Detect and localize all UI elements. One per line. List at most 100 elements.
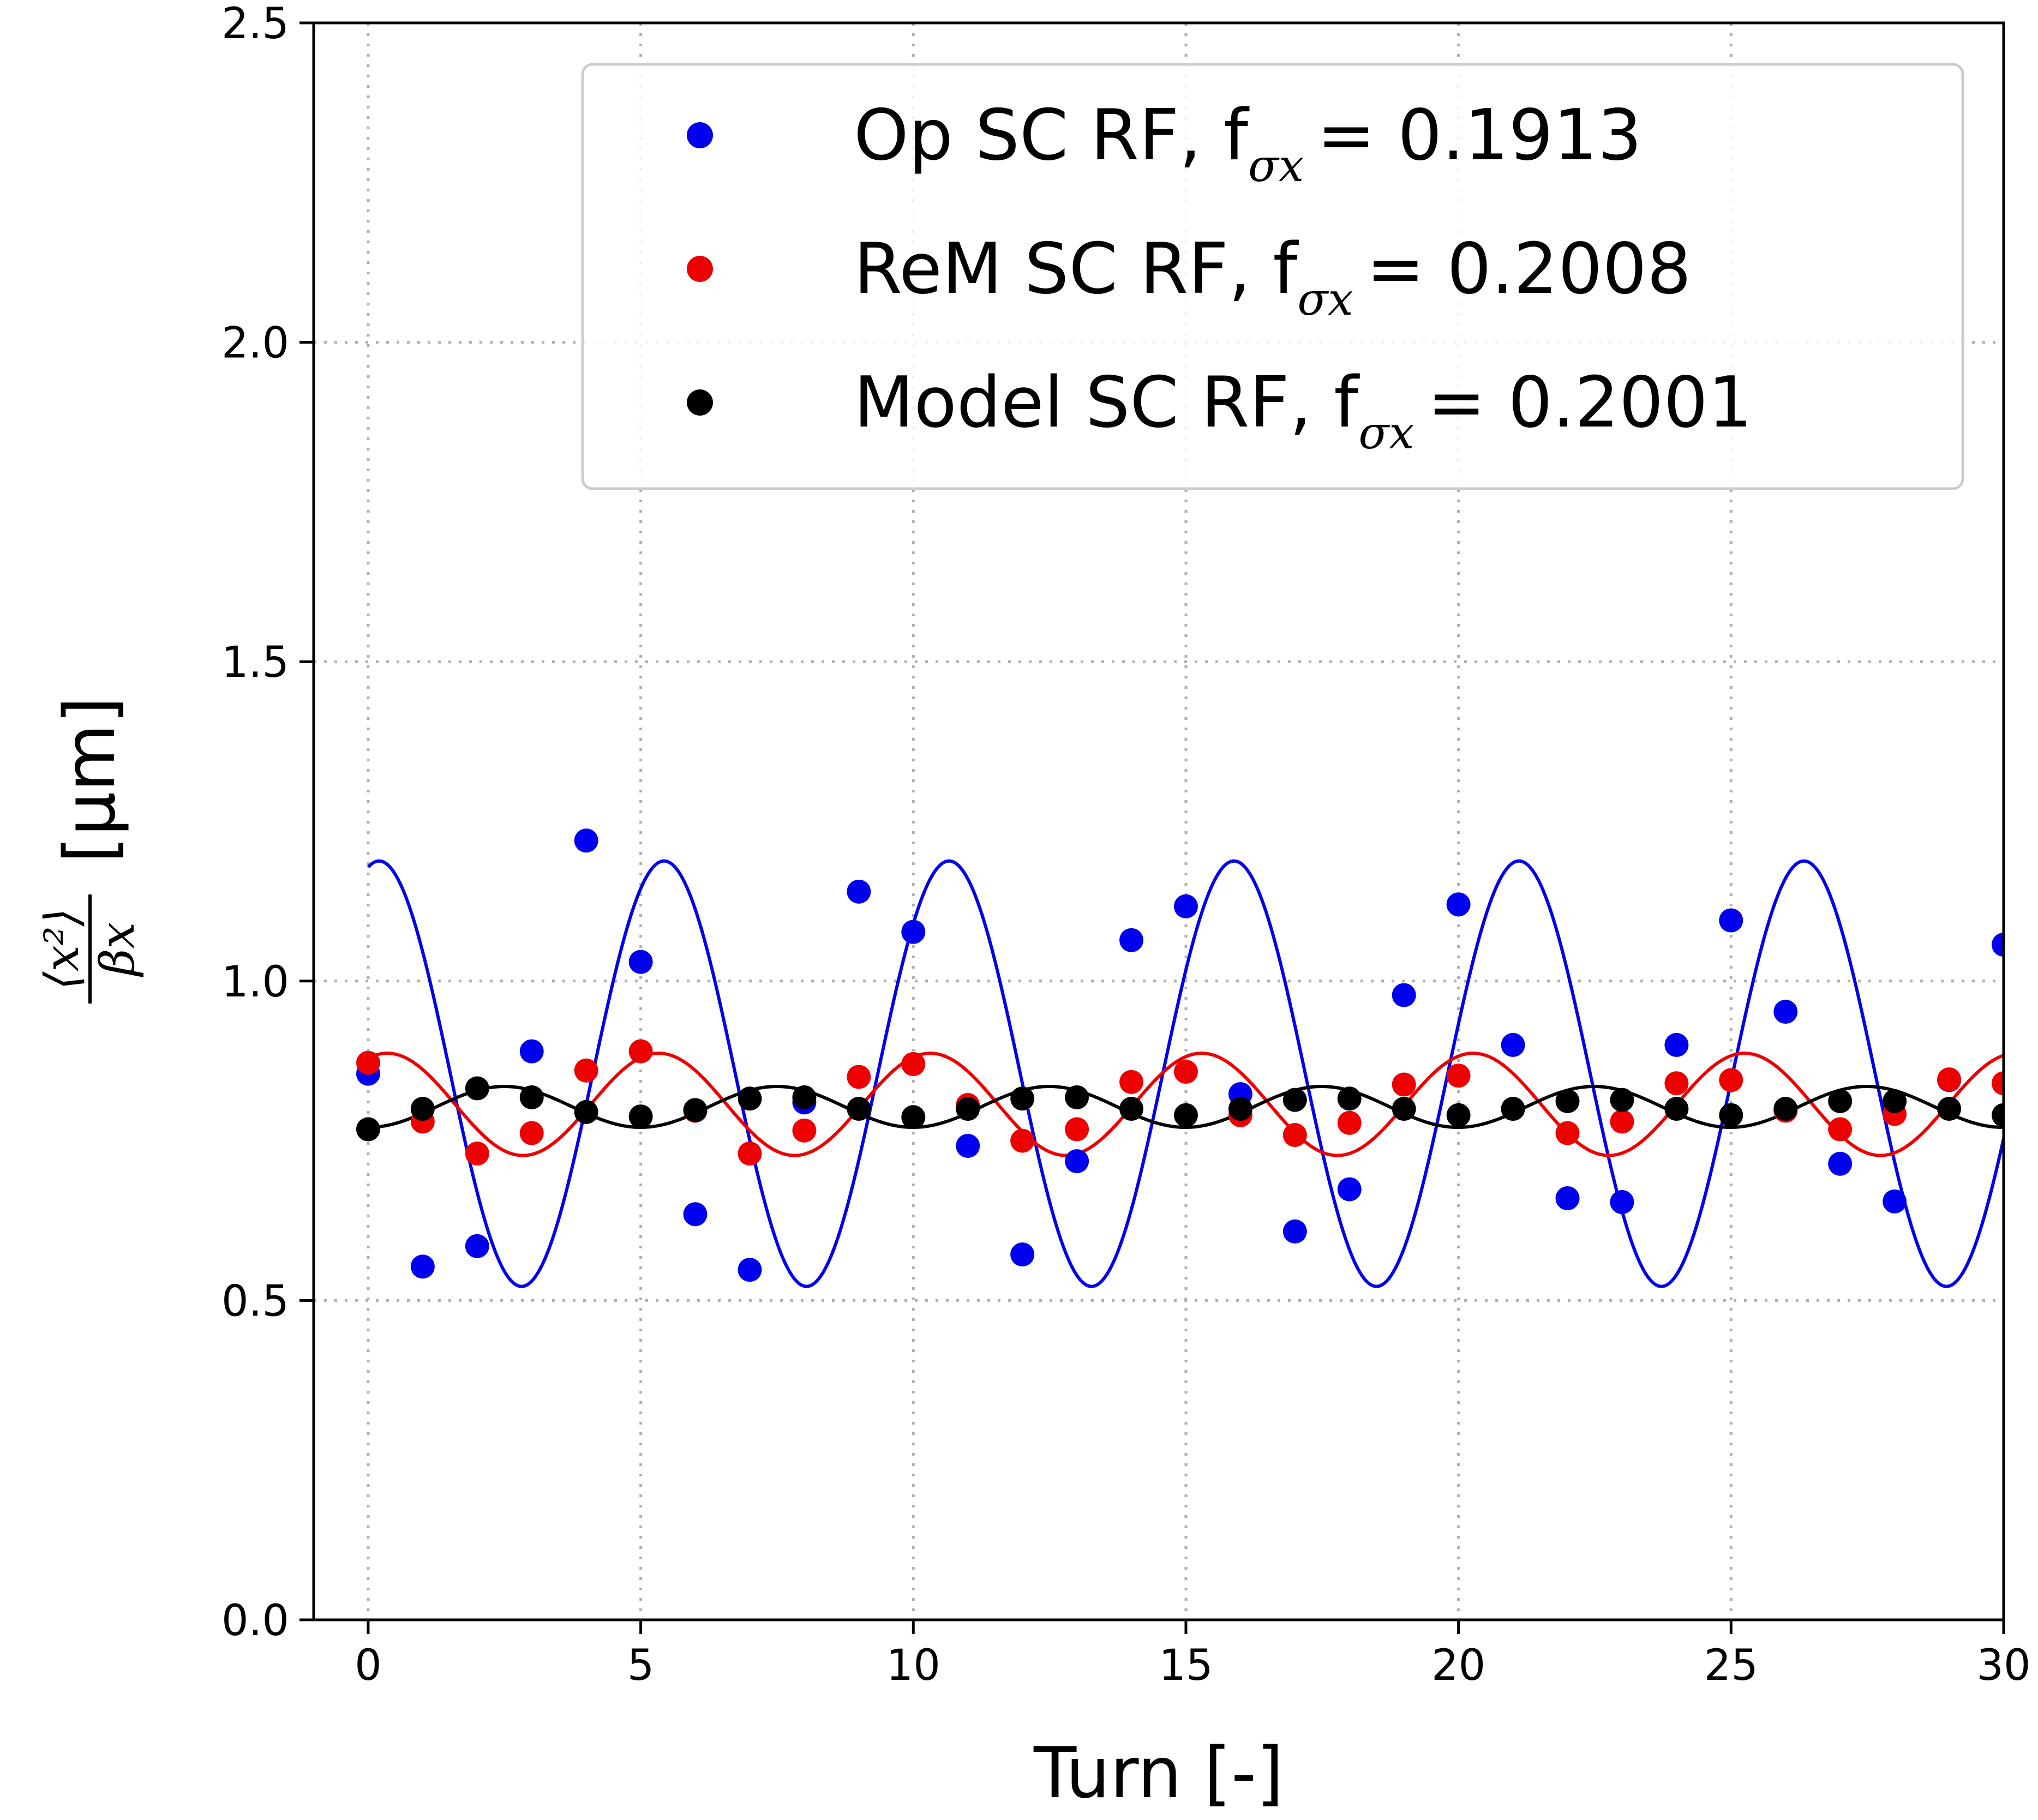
data-point-model-sc-rf (1937, 1097, 1962, 1121)
data-point-model-sc-rf (1501, 1097, 1525, 1121)
data-point-rem-sc-rf (1282, 1123, 1307, 1148)
legend-label: ReM SC RF, fσx = 0.2008 (854, 229, 1691, 326)
x-tick-label: 5 (627, 1641, 655, 1690)
data-point-model-sc-rf (738, 1086, 762, 1111)
legend-subscript: σx (1297, 274, 1353, 326)
legend-subscript: σx (1358, 407, 1414, 459)
data-point-rem-sc-rf (1610, 1109, 1634, 1134)
data-point-rem-sc-rf (901, 1052, 926, 1077)
legend-marker (687, 122, 713, 148)
data-point-op-sc-rf (1610, 1190, 1634, 1215)
data-point-op-sc-rf (1065, 1149, 1089, 1174)
data-point-model-sc-rf (847, 1097, 871, 1121)
y-tick-label: 1.0 (221, 958, 289, 1007)
data-point-rem-sc-rf (1719, 1068, 1743, 1092)
data-point-op-sc-rf (1446, 892, 1471, 917)
data-point-model-sc-rf (1228, 1097, 1252, 1121)
data-point-op-sc-rf (1337, 1177, 1362, 1202)
data-point-op-sc-rf (1719, 908, 1743, 933)
data-point-model-sc-rf (1119, 1097, 1144, 1121)
data-point-op-sc-rf (1828, 1151, 1853, 1176)
legend-item-op-sc-rf: Op SC RF, fσx = 0.1913 (687, 95, 1642, 192)
data-point-rem-sc-rf (1010, 1128, 1035, 1153)
data-point-op-sc-rf (1555, 1186, 1580, 1211)
data-point-rem-sc-rf (792, 1118, 817, 1143)
data-point-model-sc-rf (356, 1117, 380, 1142)
data-point-op-sc-rf (1173, 894, 1198, 918)
data-point-rem-sc-rf (1446, 1064, 1471, 1088)
data-point-op-sc-rf (1992, 933, 2004, 957)
plot-frame (312, 21, 2005, 1621)
data-point-model-sc-rf (574, 1100, 598, 1124)
data-point-model-sc-rf (1173, 1103, 1198, 1127)
data-point-rem-sc-rf (519, 1121, 544, 1145)
legend-item-model-sc-rf: Model SC RF, fσx = 0.2001 (687, 362, 1752, 459)
y-axis-label-unit: [μm] (50, 696, 131, 863)
legend-marker (687, 256, 713, 282)
data-point-model-sc-rf (1992, 1103, 2004, 1127)
y-axis-label: ⟨x²⟩ βx [μm] (35, 696, 145, 1004)
legend-marker (687, 389, 713, 416)
data-point-model-sc-rf (1828, 1089, 1853, 1113)
y-axis-label-denominator: βx (91, 922, 145, 977)
x-axis-ticks: 0 5 10 15 20 25 30 (355, 1620, 2031, 1690)
data-point-op-sc-rf (410, 1254, 435, 1279)
x-tick-label: 30 (1976, 1641, 2030, 1690)
legend-item-rem-sc-rf: ReM SC RF, fσx = 0.2008 (687, 229, 1691, 326)
data-point-op-sc-rf (956, 1133, 980, 1158)
data-point-model-sc-rf (956, 1097, 980, 1121)
data-point-op-sc-rf (1773, 1000, 1798, 1024)
x-tick-label: 15 (1159, 1641, 1213, 1690)
data-point-rem-sc-rf (1664, 1071, 1689, 1096)
legend: Op SC RF, fσx = 0.1913 ReM SC RF, fσx = 0.2… (581, 63, 1964, 490)
data-point-rem-sc-rf (628, 1039, 653, 1064)
data-point-rem-sc-rf (574, 1058, 598, 1083)
data-point-op-sc-rf (519, 1039, 544, 1064)
data-point-op-sc-rf (465, 1234, 489, 1258)
data-point-model-sc-rf (1010, 1086, 1035, 1111)
data-point-model-sc-rf (410, 1097, 435, 1121)
y-axis-label-numerator: ⟨x²⟩ (35, 908, 89, 990)
data-point-rem-sc-rf (465, 1142, 489, 1166)
y-axis-ticks: 0.0 0.5 1.0 1.5 2.0 2.5 (221, 0, 314, 1645)
data-point-op-sc-rf (901, 920, 926, 944)
data-point-model-sc-rf (1337, 1086, 1362, 1111)
y-tick-label: 1.5 (221, 638, 289, 687)
data-point-rem-sc-rf (1992, 1071, 2004, 1096)
data-point-model-sc-rf (465, 1076, 489, 1101)
data-point-op-sc-rf (1010, 1242, 1035, 1267)
data-point-op-sc-rf (1883, 1189, 1907, 1214)
data-point-model-sc-rf (1446, 1103, 1471, 1127)
data-point-model-sc-rf (1610, 1088, 1634, 1112)
data-point-op-sc-rf (574, 828, 598, 853)
data-point-op-sc-rf (1282, 1219, 1307, 1244)
x-tick-label: 25 (1704, 1641, 1758, 1690)
data-point-op-sc-rf (1501, 1032, 1525, 1057)
data-point-model-sc-rf (901, 1105, 926, 1130)
data-point-model-sc-rf (519, 1085, 544, 1109)
legend-label: Op SC RF, fσx = 0.1913 (854, 95, 1642, 192)
data-point-op-sc-rf (847, 879, 871, 904)
data-point-rem-sc-rf (1173, 1060, 1198, 1084)
y-tick-label: 0.0 (221, 1596, 289, 1645)
data-point-op-sc-rf (683, 1202, 708, 1227)
data-point-rem-sc-rf (1119, 1070, 1144, 1094)
data-point-model-sc-rf (1392, 1097, 1416, 1121)
legend-subscript: σx (1248, 140, 1304, 192)
data-point-op-sc-rf (628, 950, 653, 974)
x-tick-label: 0 (355, 1641, 382, 1690)
data-point-rem-sc-rf (356, 1050, 380, 1075)
data-point-model-sc-rf (1065, 1085, 1089, 1109)
data-point-model-sc-rf (1773, 1097, 1798, 1121)
data-point-op-sc-rf (1664, 1032, 1689, 1057)
data-point-model-sc-rf (1555, 1089, 1580, 1113)
data-point-rem-sc-rf (1065, 1117, 1089, 1142)
data-point-model-sc-rf (1282, 1088, 1307, 1112)
data-point-op-sc-rf (1392, 983, 1416, 1007)
data-point-op-sc-rf (738, 1258, 762, 1282)
data-point-rem-sc-rf (1555, 1121, 1580, 1145)
data-point-model-sc-rf (792, 1085, 817, 1109)
data-point-rem-sc-rf (738, 1142, 762, 1166)
y-tick-label: 2.5 (221, 0, 289, 49)
data-point-model-sc-rf (1883, 1089, 1907, 1113)
